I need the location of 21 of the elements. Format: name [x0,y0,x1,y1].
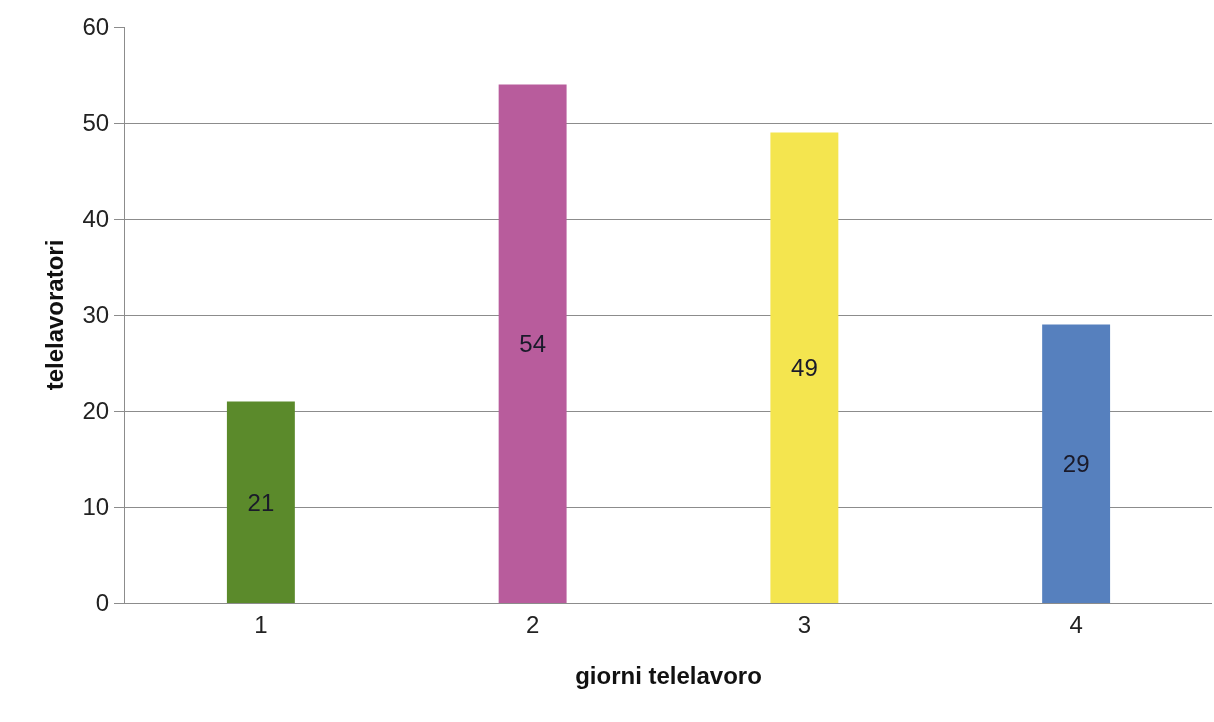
x-tick-label: 2 [525,610,540,638]
data-label: 49 [791,354,818,382]
data-label: 21 [247,488,275,516]
y-tick-label: 10 [82,493,110,521]
x-tick-label: 4 [1069,610,1083,638]
data-label: 29 [1062,450,1090,478]
bar [498,84,567,603]
y-tick-label: 0 [95,589,110,617]
y-tick-label: 50 [82,109,110,137]
bar [1042,324,1111,603]
data-label: 54 [519,330,546,358]
y-tick-label: 30 [82,301,110,329]
x-tick-label: 3 [797,610,812,638]
x-tick-label: 1 [254,610,268,638]
y-axis-title: telelavoratori [40,239,68,391]
bar [226,401,295,603]
y-tick-label: 20 [82,397,110,425]
y-tick-label: 60 [82,13,110,41]
y-tick-label: 40 [82,205,110,233]
x-axis-title: giorni telelavoro [575,662,762,690]
bar [770,132,839,603]
